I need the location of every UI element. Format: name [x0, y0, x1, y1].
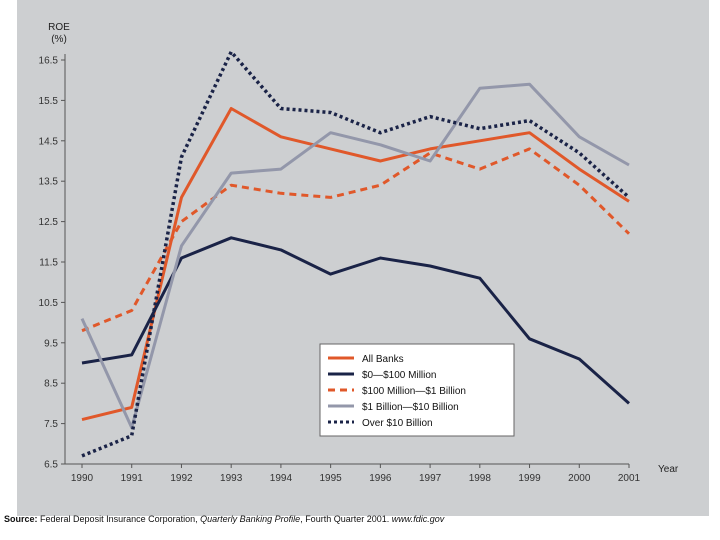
x-tick-label: 1998 — [469, 473, 492, 484]
series-line-5 — [81, 50, 631, 458]
legend-label: Over $10 Billion — [362, 418, 433, 429]
y-axis-title-line1: ROE — [48, 22, 70, 33]
x-tick-label: 1992 — [170, 473, 193, 484]
x-tick-label: 2000 — [568, 473, 591, 484]
x-tick-label: 1994 — [270, 473, 293, 484]
legend-label: $0—$100 Million — [362, 370, 437, 381]
y-tick-label: 12.5 — [39, 217, 59, 228]
source-text-1: Federal Deposit Insurance Corporation, — [40, 514, 198, 524]
y-tick-label: 6.5 — [44, 460, 58, 471]
x-tick-label: 1991 — [121, 473, 144, 484]
y-axis-ticks: 6.5 7.5 8.5 9.5 10.5 11.5 12.5 13.5 14.5 15.5 16.5 — [39, 56, 65, 471]
y-tick-label: 15.5 — [39, 96, 59, 107]
x-tick-label: 1996 — [369, 473, 392, 484]
x-axis-ticks: 1990 1991 1992 1993 1994 1995 1996 1997 1998 1999… — [71, 464, 641, 484]
source-text-3: , Fourth Quarter 2001. — [300, 514, 390, 524]
legend-label: All Banks — [362, 354, 404, 365]
series-lines — [80, 50, 631, 458]
x-tick-label: 1995 — [320, 473, 343, 484]
source-label: Source: — [4, 514, 38, 524]
y-tick-label: 7.5 — [44, 419, 58, 430]
y-axis-title: ROE (%) — [48, 22, 70, 45]
x-tick-label: 1997 — [419, 473, 442, 484]
legend: All Banks $0—$100 Million $100 Million—$1 … — [319, 343, 515, 437]
y-tick-label: 10.5 — [39, 298, 59, 309]
source-note: Source: Federal Deposit Insurance Corpor… — [4, 514, 444, 524]
x-tick-label: 1999 — [518, 473, 541, 484]
y-tick-label: 8.5 — [44, 379, 58, 390]
legend-label: $100 Million—$1 Billion — [362, 386, 466, 397]
y-tick-label: 16.5 — [39, 56, 59, 67]
y-tick-label: 9.5 — [44, 338, 58, 349]
x-tick-label: 2001 — [618, 473, 641, 484]
y-tick-label: 11.5 — [39, 258, 58, 269]
series-line-4 — [80, 82, 630, 430]
x-tick-label: 1990 — [71, 473, 94, 484]
y-tick-label: 13.5 — [39, 177, 59, 188]
legend-label: $1 Billion—$10 Billion — [362, 402, 459, 413]
axes — [64, 54, 629, 465]
y-axis-title-line2: (%) — [51, 34, 67, 45]
series-line-3 — [81, 147, 631, 333]
x-tick-label: 1993 — [220, 473, 243, 484]
source-url: www.fdic.gov — [391, 514, 445, 524]
roe-line-chart: ROE (%) 6.5 7.5 8.5 9.5 10.5 11.5 12.5 13.5 14.5… — [39, 22, 679, 484]
y-tick-label: 14.5 — [39, 136, 59, 147]
series-line-1 — [81, 107, 630, 422]
source-text-2: Quarterly Banking Profile — [200, 514, 301, 524]
chart-figure: ROE (%) 6.5 7.5 8.5 9.5 10.5 11.5 12.5 13.5 14.5… — [17, 0, 709, 516]
x-axis-title: Year — [658, 464, 679, 475]
